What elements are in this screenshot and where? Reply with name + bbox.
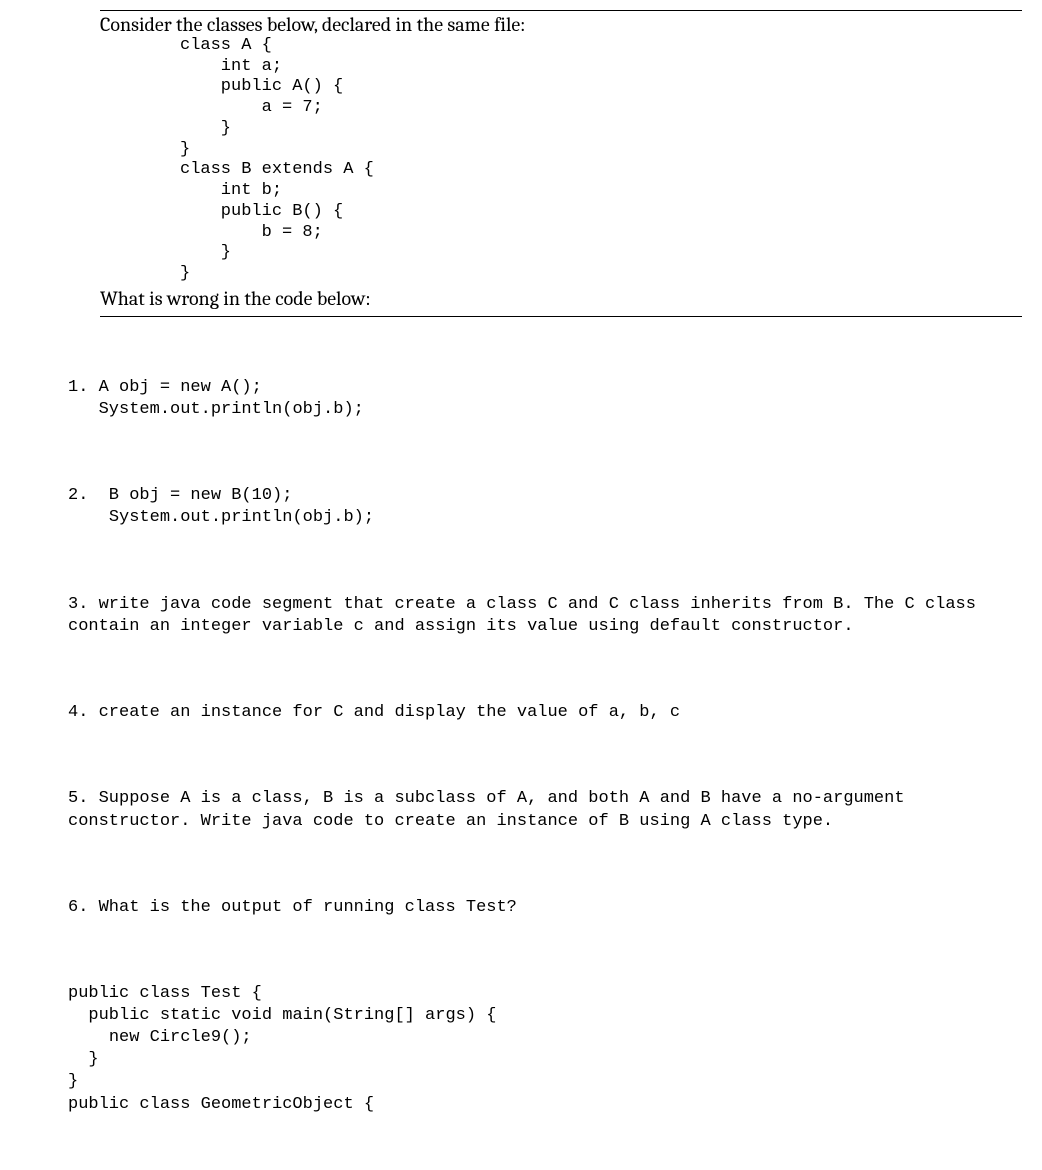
question-6-code: public class Test { public static void m…	[68, 983, 1002, 1116]
class-definitions-code: class A { int a; public A() { a = 7; } }…	[180, 36, 1042, 285]
question-5: 5. Suppose A is a class, B is a subclass…	[68, 788, 1002, 832]
mid-rule	[100, 316, 1022, 317]
question-3: 3. write java code segment that create a…	[68, 594, 1002, 638]
question-prompt: What is wrong in the code below:	[100, 287, 1042, 310]
intro-text: Consider the classes below, declared in …	[100, 13, 1042, 36]
question-6: 6. What is the output of running class T…	[68, 897, 1002, 919]
top-rule	[100, 10, 1022, 11]
question-2: 2. B obj = new B(10); System.out.println…	[68, 485, 1002, 529]
question-4: 4. create an instance for C and display …	[68, 702, 1002, 724]
question-1: 1. A obj = new A(); System.out.println(o…	[68, 377, 1002, 421]
questions-block: 1. A obj = new A(); System.out.println(o…	[68, 333, 1002, 1160]
page-container: Consider the classes below, declared in …	[0, 0, 1042, 1170]
